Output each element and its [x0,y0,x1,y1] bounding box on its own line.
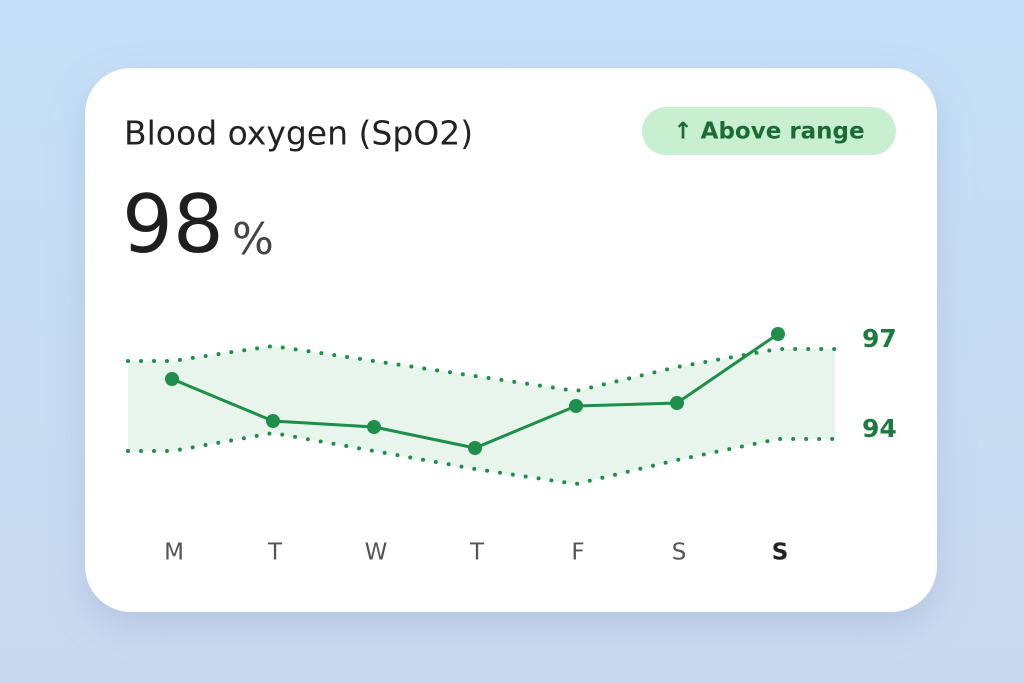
status-badge-text: ↑ Above range [673,119,864,145]
card-title: Blood oxygen (SpO2) [124,114,473,153]
y-tick-label: 97 [862,324,897,353]
data-point [771,327,785,341]
y-tick-label: 94 [862,414,897,443]
x-tick-label: S [672,540,687,566]
x-tick-label: T [469,540,485,566]
status-badge [642,107,896,155]
reading-unit: % [232,214,274,265]
x-tick-label: S [772,540,789,566]
x-tick-label: T [267,540,283,566]
data-point [569,399,583,413]
card [85,68,937,612]
range-band [128,346,835,484]
data-point [165,372,179,386]
x-tick-label: M [164,540,184,566]
range-upper [126,343,837,394]
x-tick-label: W [365,540,388,566]
data-point [367,420,381,434]
data-point [266,414,280,428]
reading-value: 98 [122,178,224,271]
data-point [670,396,684,410]
x-tick-label: F [571,540,584,566]
data-point [468,441,482,455]
range-lower [126,430,837,487]
